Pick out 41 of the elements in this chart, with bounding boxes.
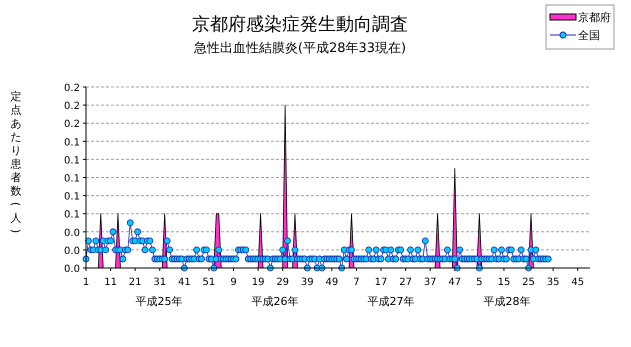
y-tick-label: 0.2: [64, 83, 80, 94]
x-tick-label: 35: [546, 277, 560, 288]
legend-label: 京都府: [578, 11, 611, 24]
x-tick-label: 15: [498, 277, 510, 288]
x-tick-label: 29: [276, 277, 290, 288]
x-tick-label: 41: [178, 277, 191, 288]
x-tick-label: 21: [128, 277, 142, 288]
chart-title: 京都府感染症発生動向調査: [192, 14, 408, 35]
x-tick-label: 45: [571, 277, 584, 288]
chart-subtitle: 急性出血性結膜炎(平成28年33現在): [192, 41, 406, 56]
y-tick-label: 0.2: [64, 119, 80, 130]
y-tick-label: 0.0: [64, 246, 80, 257]
x-tick-label: 27: [399, 277, 412, 288]
text: 平成28年: [484, 295, 530, 308]
y-tick-label: 0.0: [64, 228, 80, 239]
y-tick-label: 0.1: [64, 210, 80, 221]
x-tick-label: 11: [104, 277, 117, 288]
text: 平成26年: [252, 295, 298, 308]
x-tick-label: 7: [353, 277, 360, 288]
text: 平成25年: [136, 295, 182, 308]
x-tick-label: 5: [476, 277, 483, 288]
y-tick-label: 0.1: [64, 174, 80, 184]
x-tick-label: 49: [325, 277, 338, 288]
x-tick-label: 25: [522, 277, 535, 288]
text: 定点あたり患者数(人): [9, 90, 22, 234]
y-tick-label: 0.2: [64, 101, 80, 112]
x-tick-label: 17: [374, 277, 388, 288]
x-tick-label: 9: [230, 277, 237, 288]
legend-label: 全国: [578, 29, 600, 42]
x-tick-label: 47: [448, 277, 462, 288]
x-tick-label: 39: [300, 277, 314, 288]
x-tick-label: 51: [202, 277, 216, 288]
y-tick-label: 0.1: [64, 137, 80, 148]
x-tick-label: 1: [82, 277, 90, 288]
y-tick-label: 0.1: [64, 155, 80, 166]
y-tick-label: 0.0: [64, 264, 80, 275]
text: 平成27年: [368, 295, 414, 308]
x-tick-label: 19: [252, 277, 264, 288]
y-tick-label: 0.1: [64, 192, 80, 203]
x-tick-label: 37: [424, 277, 437, 288]
x-tick-label: 31: [153, 277, 166, 288]
